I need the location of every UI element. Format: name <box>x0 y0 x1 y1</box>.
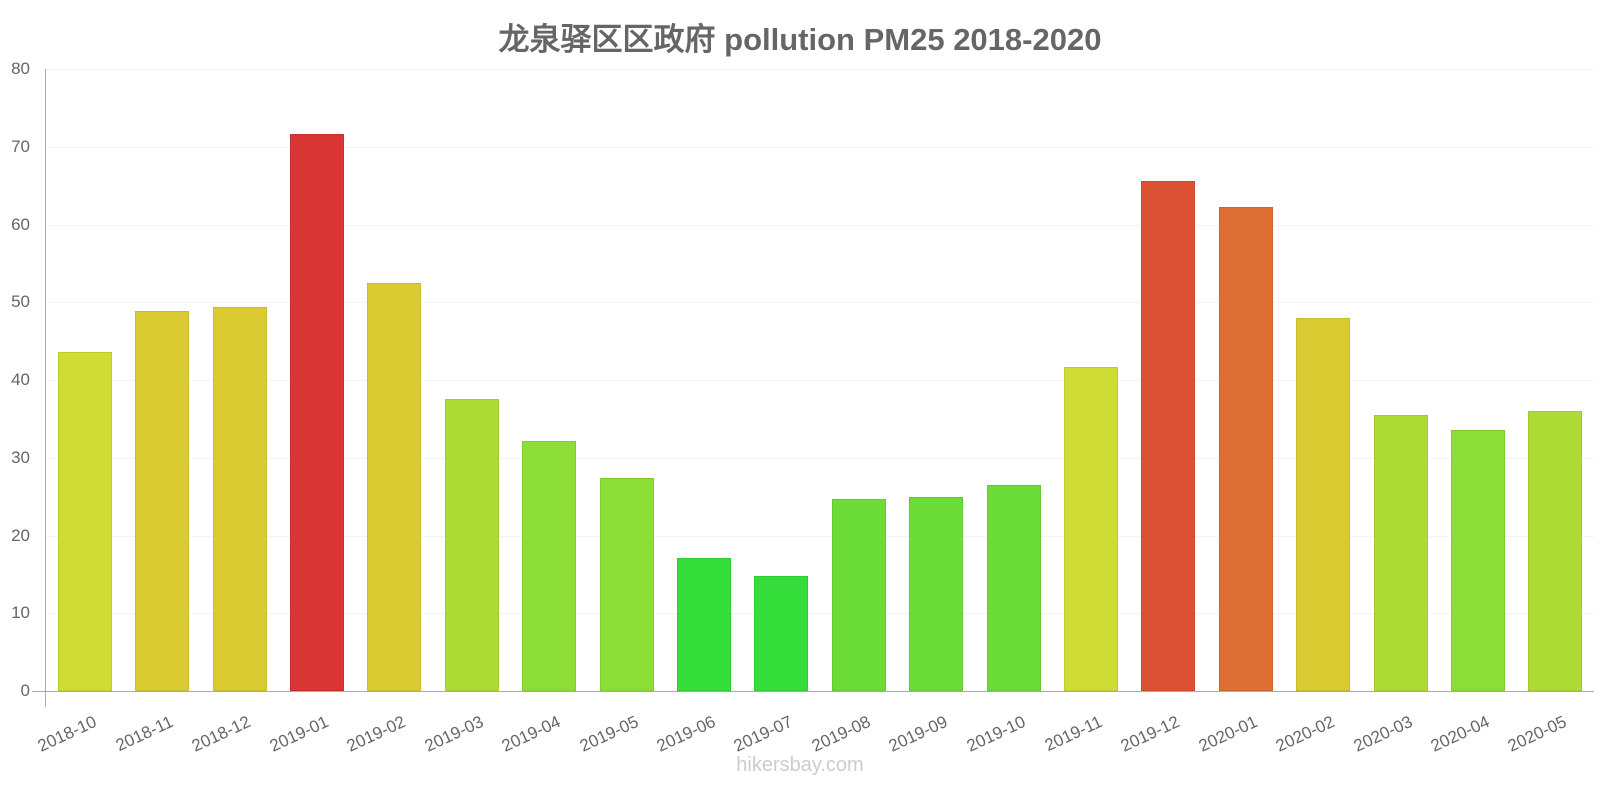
x-tick-label: 2019-02 <box>343 712 409 756</box>
x-tick-label: 2019-11 <box>1041 712 1106 756</box>
bar-2019-05[interactable] <box>600 478 654 691</box>
bar-2019-07[interactable] <box>754 576 808 691</box>
bar-2019-04[interactable] <box>522 441 576 691</box>
bar-2019-10[interactable] <box>987 485 1041 691</box>
bar-2019-01[interactable] <box>290 134 344 691</box>
x-tick-label: 2020-04 <box>1427 712 1493 756</box>
bar-2019-02[interactable] <box>367 283 421 691</box>
bar-2020-01[interactable] <box>1219 207 1273 691</box>
gridline <box>46 380 1594 381</box>
gridline <box>46 69 1594 70</box>
gridline <box>46 458 1594 459</box>
x-tick-label: 2019-10 <box>963 712 1029 756</box>
bar-2018-11[interactable] <box>135 311 189 691</box>
bar-2019-03[interactable] <box>445 399 499 691</box>
x-tick-label: 2019-04 <box>498 712 564 756</box>
bar-2019-11[interactable] <box>1064 367 1118 691</box>
x-tick-label: 2018-10 <box>34 712 100 756</box>
y-axis-line <box>45 69 46 707</box>
y-tick-label: 30 <box>11 448 30 467</box>
x-tick-label: 2020-05 <box>1504 712 1570 756</box>
chart-title: 龙泉驿区区政府 pollution PM25 2018-2020 <box>498 22 1102 57</box>
y-tick-label: 60 <box>11 215 30 234</box>
y-tick-label: 70 <box>11 137 30 156</box>
x-axis-line <box>32 691 1594 692</box>
bar-2020-03[interactable] <box>1374 415 1428 691</box>
bar-2019-08[interactable] <box>832 499 886 691</box>
bar-2018-10[interactable] <box>58 352 112 691</box>
x-tick-label: 2019-06 <box>653 712 719 756</box>
bar-2020-04[interactable] <box>1451 430 1505 691</box>
x-tick-label: 2019-01 <box>266 712 332 756</box>
bar-2019-12[interactable] <box>1141 181 1195 691</box>
bar-2020-05[interactable] <box>1528 411 1582 691</box>
gridline <box>46 302 1594 303</box>
gridline <box>46 147 1594 148</box>
bar-2020-02[interactable] <box>1296 318 1350 691</box>
y-tick-label: 80 <box>11 59 30 78</box>
y-tick-label: 10 <box>11 603 30 622</box>
x-tick-label: 2019-12 <box>1117 712 1183 756</box>
x-tick-label: 2020-02 <box>1272 712 1338 756</box>
bar-2019-09[interactable] <box>909 497 963 691</box>
gridline <box>46 536 1594 537</box>
x-tick-label: 2020-03 <box>1350 712 1416 756</box>
x-tick-label: 2019-09 <box>885 712 951 756</box>
y-tick-label: 40 <box>11 370 30 389</box>
x-tick-label: 2019-08 <box>808 712 874 756</box>
x-tick-label: 2018-12 <box>188 712 254 756</box>
gridline <box>46 613 1594 614</box>
gridline <box>46 225 1594 226</box>
y-tick-label: 20 <box>11 526 30 545</box>
x-tick-label: 2019-05 <box>576 712 642 756</box>
watermark: hikersbay.com <box>736 754 864 776</box>
bar-2019-06[interactable] <box>677 558 731 691</box>
y-tick-label: 50 <box>11 292 30 311</box>
x-tick-label: 2019-03 <box>421 712 487 756</box>
x-tick-label: 2020-01 <box>1195 712 1261 756</box>
bar-2018-12[interactable] <box>213 307 267 691</box>
x-tick-label: 2019-07 <box>730 712 796 756</box>
y-tick-label: 0 <box>20 681 30 700</box>
x-tick-label: 2018-11 <box>112 712 177 756</box>
